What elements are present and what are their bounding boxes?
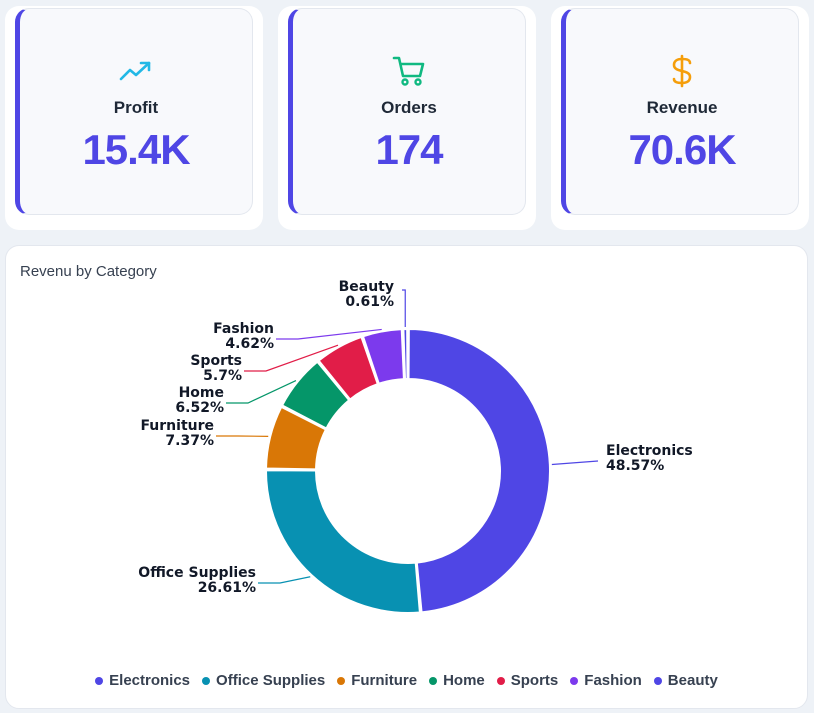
- revenue-kpi-inner: Revenue 70.6K: [561, 8, 799, 215]
- kpi-value: 15.4K: [82, 126, 190, 173]
- slice-label-name: Sports: [190, 353, 242, 369]
- orders-kpi-card: Orders 174: [278, 6, 536, 230]
- legend-item-furniture[interactable]: Furniture: [337, 672, 417, 689]
- leader-line: [258, 576, 311, 584]
- kpi-value: 70.6K: [628, 126, 736, 173]
- leader-line: [402, 289, 406, 328]
- legend-item-sports[interactable]: Sports: [496, 672, 559, 689]
- legend-label: Fashion: [584, 672, 642, 689]
- leader-line: [244, 344, 339, 372]
- legend-dot: [337, 676, 346, 685]
- legend-label: Office Supplies: [216, 672, 326, 689]
- legend-dot: [95, 676, 104, 685]
- orders-kpi-inner: Orders 174: [288, 8, 526, 215]
- slice-label-name: Electronics: [606, 443, 693, 459]
- donut-slice-beauty[interactable]: [402, 328, 409, 381]
- slice-label-value: 7.37%: [165, 433, 214, 449]
- profit-kpi-inner: Profit 15.4K: [15, 8, 253, 215]
- legend-dot: [496, 676, 505, 685]
- legend-item-office-supplies[interactable]: Office Supplies: [202, 672, 325, 689]
- donut-slice-fashion[interactable]: [361, 328, 405, 385]
- donut-slice-sports[interactable]: [317, 335, 379, 401]
- legend-dot: [653, 676, 662, 685]
- legend-label: Electronics: [109, 672, 191, 689]
- slice-label-value: 6.52%: [175, 400, 224, 416]
- leader-line: [276, 328, 382, 340]
- kpi-value: 174: [375, 126, 443, 173]
- slice-label-name: Furniture: [140, 418, 214, 434]
- kpi-label: Revenue: [646, 98, 718, 117]
- trending-up-icon: [116, 54, 156, 88]
- dollar-icon: [662, 54, 702, 88]
- donut-slice-electronics[interactable]: [407, 328, 551, 614]
- profit-kpi-card: Profit 15.4K: [5, 6, 263, 230]
- revenue-kpi-card: Revenue 70.6K: [551, 6, 809, 230]
- leader-line: [226, 379, 297, 404]
- slice-label-name: Beauty: [339, 279, 394, 295]
- legend-item-beauty[interactable]: Beauty: [653, 672, 718, 689]
- revenue-by-category-panel: Revenu by Category Electronics 48.57% Offi…: [5, 245, 808, 709]
- legend-item-fashion[interactable]: Fashion: [570, 672, 642, 689]
- slice-label-value: 5.7%: [203, 368, 242, 384]
- shopping-cart-icon: [389, 54, 429, 88]
- donut-slice-furniture[interactable]: [265, 405, 327, 471]
- legend-dot: [570, 676, 579, 685]
- chart-legend: Electronics Office Supplies Furniture Home S…: [6, 672, 807, 689]
- legend-item-home[interactable]: Home: [429, 672, 485, 689]
- donut-slice-office-supplies[interactable]: [265, 469, 421, 614]
- slice-label-value: 48.57%: [606, 458, 664, 474]
- legend-label: Home: [443, 672, 485, 689]
- slice-label-name: Office Supplies: [138, 565, 256, 581]
- slice-label-value: 0.61%: [345, 294, 394, 310]
- legend-label: Furniture: [351, 672, 418, 689]
- slice-label-name: Home: [179, 385, 224, 401]
- donut-slice-home[interactable]: [281, 360, 351, 430]
- slice-label-value: 4.62%: [225, 336, 274, 352]
- legend-label: Beauty: [667, 672, 718, 689]
- kpi-label: Orders: [381, 98, 437, 117]
- legend-label: Sports: [510, 672, 559, 689]
- legend-item-electronics[interactable]: Electronics: [95, 672, 190, 689]
- legend-dot: [202, 676, 211, 685]
- slice-label-value: 26.61%: [198, 580, 256, 596]
- legend-dot: [429, 676, 438, 685]
- slice-label-name: Fashion: [213, 321, 274, 337]
- kpi-label: Profit: [113, 98, 159, 117]
- chart-title: Revenu by Category: [20, 263, 157, 280]
- leader-line: [551, 460, 599, 466]
